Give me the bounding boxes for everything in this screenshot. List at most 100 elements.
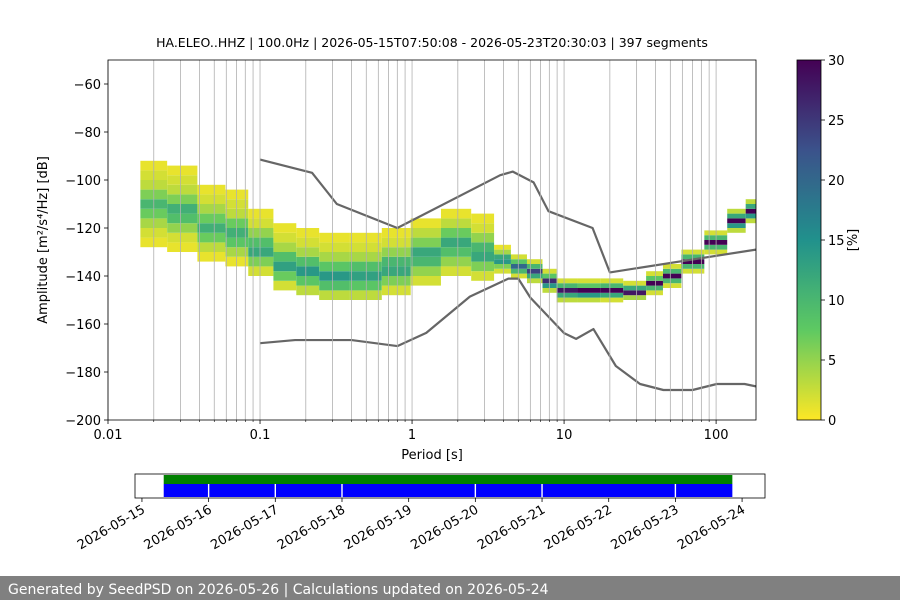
density-cell xyxy=(471,271,495,281)
density-cell xyxy=(167,184,198,195)
density-cell xyxy=(494,259,511,264)
plot-area xyxy=(140,158,756,392)
density-cell xyxy=(248,218,274,228)
coverage-bar xyxy=(476,484,542,497)
density-cell xyxy=(319,280,350,291)
colorbar-tick-label: 0 xyxy=(828,414,836,429)
density-cell xyxy=(273,232,297,243)
density-cell xyxy=(494,244,511,250)
coverage-bar xyxy=(163,475,733,484)
density-cell xyxy=(349,242,382,252)
density-cell xyxy=(526,259,543,264)
density-cell xyxy=(273,271,297,281)
colorbar-tick-label: 25 xyxy=(828,114,845,129)
density-cell xyxy=(600,292,624,298)
density-cell xyxy=(296,276,320,286)
density-cell xyxy=(600,278,624,284)
density-cell xyxy=(410,247,441,257)
density-cell xyxy=(646,290,663,296)
density-cell xyxy=(197,252,226,262)
density-cell xyxy=(167,175,198,185)
density-cell xyxy=(440,266,472,276)
density-cell xyxy=(273,242,297,252)
density-cell xyxy=(248,208,274,219)
density-cell xyxy=(471,261,495,272)
density-cell xyxy=(349,271,382,281)
density-cell xyxy=(167,223,198,233)
density-cell xyxy=(296,247,320,257)
x-tick-label: 100 xyxy=(704,428,729,443)
density-cell xyxy=(745,213,756,219)
density-cell xyxy=(349,232,382,243)
density-cell xyxy=(440,237,472,248)
density-cell xyxy=(410,228,441,238)
density-cell xyxy=(577,278,601,284)
density-cell xyxy=(296,285,320,296)
density-cell xyxy=(556,278,578,284)
density-cell xyxy=(248,247,274,257)
density-cell xyxy=(197,232,226,243)
density-cell xyxy=(296,266,320,276)
density-cell xyxy=(248,266,274,276)
coverage-bar xyxy=(163,484,208,497)
density-cell xyxy=(319,232,350,243)
density-cell xyxy=(440,218,472,228)
density-cell xyxy=(471,252,495,262)
y-tick-label: −140 xyxy=(65,270,101,285)
density-cell xyxy=(440,247,472,257)
density-cell xyxy=(623,280,647,286)
density-cell xyxy=(745,218,756,224)
density-cell xyxy=(471,213,495,224)
density-cell xyxy=(727,208,746,214)
density-cell xyxy=(197,213,226,224)
density-cell xyxy=(381,276,411,286)
density-cell xyxy=(440,208,472,219)
density-cell xyxy=(556,297,578,303)
density-cell xyxy=(248,256,274,267)
density-cell xyxy=(646,271,663,276)
density-cell xyxy=(623,295,647,300)
density-cell xyxy=(471,242,495,252)
density-cell xyxy=(745,204,756,209)
x-tick-label: 1 xyxy=(408,428,416,443)
footer-bar xyxy=(0,576,900,600)
density-cell xyxy=(167,232,198,243)
density-cell xyxy=(577,288,601,293)
density-cell xyxy=(319,242,350,252)
density-cell xyxy=(349,261,382,272)
y-tick-label: −160 xyxy=(65,318,101,333)
colorbar-tick-label: 10 xyxy=(828,294,845,309)
y-axis-label: Amplitude [m²/s⁴/Hz] [dB] xyxy=(36,156,51,324)
density-cell xyxy=(727,223,746,228)
model-curve xyxy=(259,158,756,274)
density-cell xyxy=(273,280,297,291)
density-cell xyxy=(319,271,350,281)
density-cell xyxy=(526,268,543,274)
density-cell xyxy=(577,297,601,303)
density-cell xyxy=(727,218,746,224)
density-cell xyxy=(526,273,543,279)
density-cell xyxy=(273,223,297,233)
density-cell xyxy=(273,252,297,262)
density-cell xyxy=(727,213,746,219)
density-cell xyxy=(381,285,411,296)
density-cell xyxy=(662,278,682,284)
density-cell xyxy=(410,218,441,228)
density-cell xyxy=(167,165,198,176)
density-cell xyxy=(197,204,226,214)
density-cell xyxy=(296,256,320,267)
density-cell xyxy=(410,266,441,276)
density-cell xyxy=(494,268,511,274)
density-cell xyxy=(410,256,441,267)
density-cell xyxy=(556,292,578,298)
density-cell xyxy=(646,280,663,286)
density-cell xyxy=(646,285,663,291)
density-cell xyxy=(510,268,527,274)
timeline-frame xyxy=(134,473,766,499)
density-cell xyxy=(662,268,682,274)
coverage-bar xyxy=(542,484,675,497)
coverage-bar xyxy=(276,484,342,497)
density-cell xyxy=(319,252,350,262)
